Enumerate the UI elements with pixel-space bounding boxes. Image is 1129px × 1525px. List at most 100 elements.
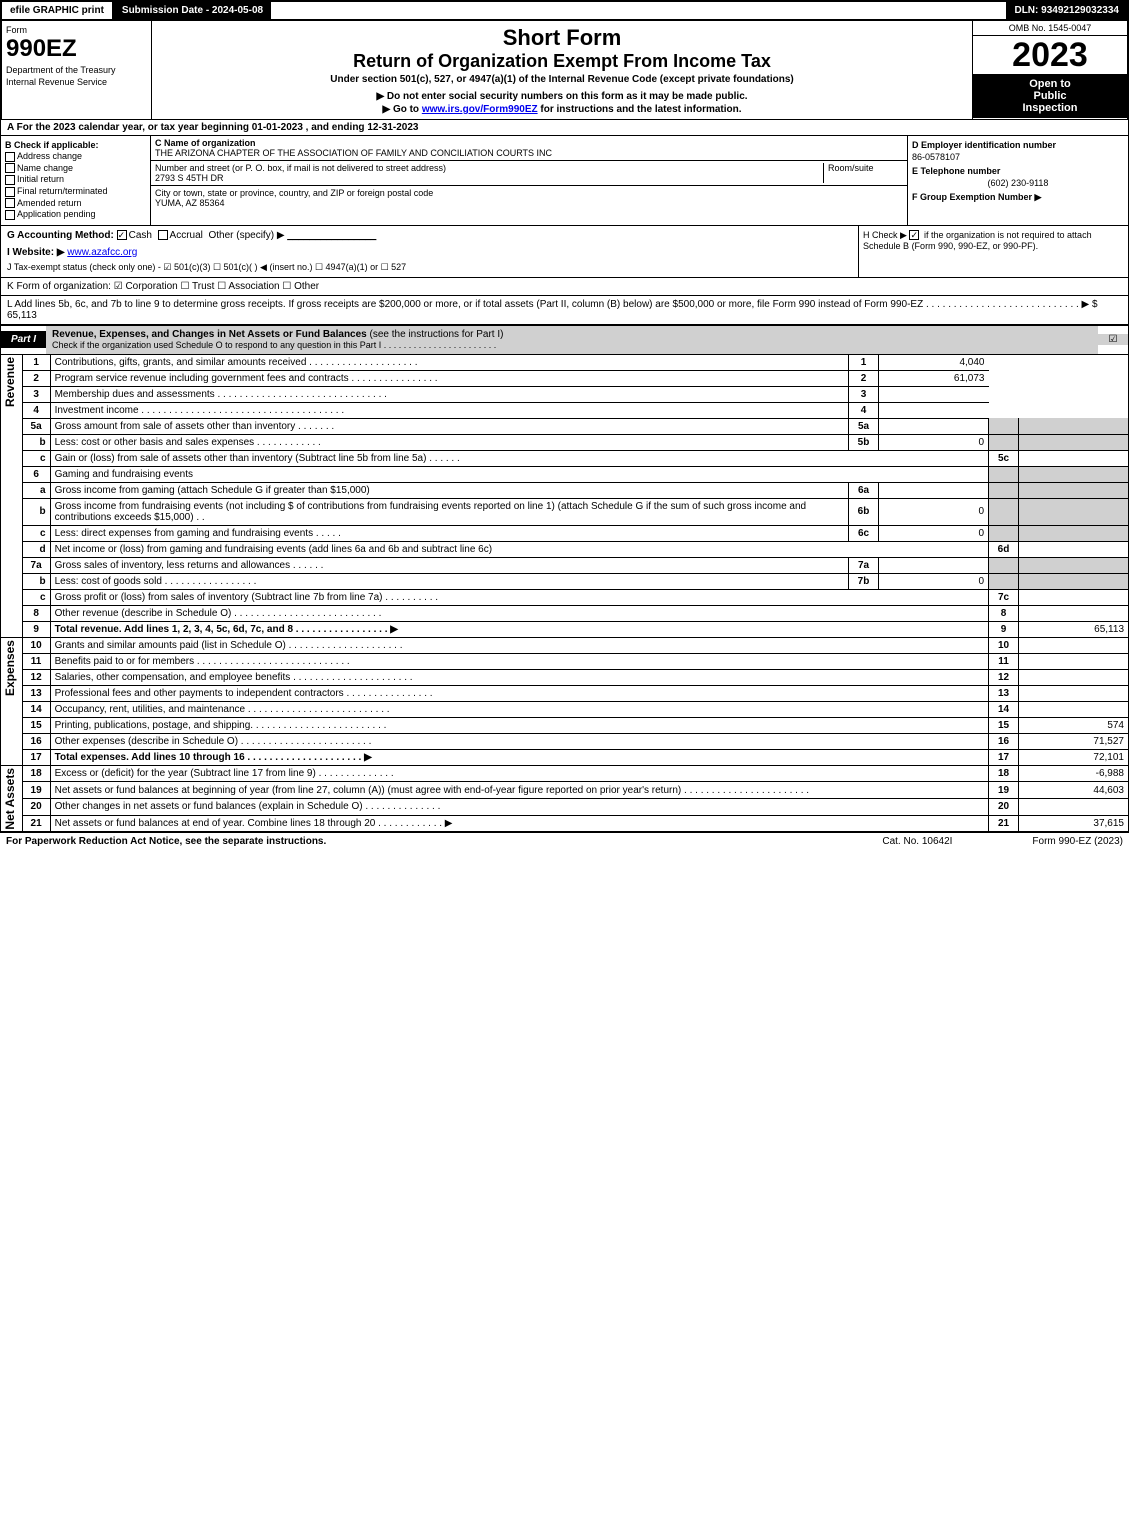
line-20: 20Other changes in net assets or fund ba… [22, 799, 1128, 816]
dept-treasury: Department of the Treasury [6, 65, 147, 75]
section-j: J Tax-exempt status (check only one) - ☑… [7, 262, 852, 273]
header-left: Form 990EZ Department of the Treasury In… [2, 21, 152, 119]
goto-post: for instructions and the latest informat… [538, 104, 742, 115]
line-6c: cLess: direct expenses from gaming and f… [22, 525, 1128, 541]
section-g: G Accounting Method: Cash Accrual Other … [1, 226, 858, 277]
line-21: 21Net assets or fund balances at end of … [22, 815, 1128, 832]
g-cash: Cash [129, 230, 152, 241]
line-8: 8Other revenue (describe in Schedule O) … [22, 605, 1128, 621]
cb-initial-return[interactable]: Initial return [5, 174, 146, 185]
top-bar: efile GRAPHIC print Submission Date - 20… [0, 0, 1129, 21]
sections-g-h: G Accounting Method: Cash Accrual Other … [0, 226, 1129, 278]
inspect-3: Inspection [975, 102, 1125, 114]
phone-value: (602) 230-9118 [912, 178, 1124, 188]
sections-b-c-d-e-f: B Check if applicable: Address change Na… [0, 136, 1129, 226]
cb-schedule-b[interactable] [909, 230, 919, 240]
g-other-line[interactable]: ________________ [287, 230, 376, 241]
section-k: K Form of organization: ☑ Corporation ☐ … [0, 278, 1129, 296]
header-mid: Short Form Return of Organization Exempt… [152, 21, 972, 119]
cb-name-change[interactable]: Name change [5, 163, 146, 174]
i-label: I Website: ▶ [7, 247, 65, 258]
page-footer: For Paperwork Reduction Act Notice, see … [0, 832, 1129, 850]
line-3: 3Membership dues and assessments . . . .… [22, 386, 1128, 402]
c-name-label: C Name of organization [155, 138, 903, 148]
line-7b: bLess: cost of goods sold . . . . . . . … [22, 573, 1128, 589]
c-addr-label: Number and street (or P. O. box, if mail… [155, 163, 823, 173]
net-assets-table: 18Excess or (deficit) for the year (Subt… [22, 766, 1129, 833]
dept-irs: Internal Revenue Service [6, 77, 147, 87]
form-ref: Form 990-EZ (2023) [1032, 836, 1123, 847]
row-a-period: A For the 2023 calendar year, or tax yea… [0, 120, 1129, 136]
line-4: 4Investment income . . . . . . . . . . .… [22, 402, 1128, 418]
line-19: 19Net assets or fund balances at beginni… [22, 782, 1128, 799]
section-c: C Name of organization THE ARIZONA CHAPT… [151, 136, 908, 225]
cb-cash[interactable] [117, 230, 127, 240]
line-16: 16Other expenses (describe in Schedule O… [22, 733, 1128, 749]
cb-final-return[interactable]: Final return/terminated [5, 186, 146, 197]
e-label: E Telephone number [912, 166, 1124, 176]
line-13: 13Professional fees and other payments t… [22, 685, 1128, 701]
title-short-form: Short Form [156, 25, 968, 51]
subtitle: Under section 501(c), 527, or 4947(a)(1)… [156, 74, 968, 85]
line-10: 10Grants and similar amounts paid (list … [22, 638, 1128, 654]
revenue-label: Revenue [0, 355, 22, 638]
line-6a: aGross income from gaming (attach Schedu… [22, 482, 1128, 498]
tax-year: 2023 [973, 36, 1127, 74]
expenses-table: 10Grants and similar amounts paid (list … [22, 638, 1129, 766]
cb-application-pending[interactable]: Application pending [5, 209, 146, 220]
line-12: 12Salaries, other compensation, and empl… [22, 669, 1128, 685]
line-9: 9Total revenue. Add lines 1, 2, 3, 4, 5c… [22, 621, 1128, 637]
line-14: 14Occupancy, rent, utilities, and mainte… [22, 701, 1128, 717]
c-name-block: C Name of organization THE ARIZONA CHAPT… [151, 136, 907, 161]
dln-label: DLN: 93492129032334 [1006, 2, 1127, 19]
inspect-2: Public [975, 90, 1125, 102]
section-b: B Check if applicable: Address change Na… [1, 136, 151, 225]
line-5b: bLess: cost or other basis and sales exp… [22, 434, 1128, 450]
omb-number: OMB No. 1545-0047 [973, 21, 1127, 36]
g-label: G Accounting Method: [7, 230, 114, 241]
goto-pre: ▶ Go to [382, 104, 421, 115]
title-return: Return of Organization Exempt From Incom… [156, 51, 968, 72]
section-h: H Check ▶ if the organization is not req… [858, 226, 1128, 277]
line-1: 1Contributions, gifts, grants, and simil… [22, 355, 1128, 371]
paperwork-notice: For Paperwork Reduction Act Notice, see … [6, 836, 882, 847]
revenue-table: 1Contributions, gifts, grants, and simil… [22, 355, 1129, 638]
expenses-label: Expenses [0, 638, 22, 766]
org-name: THE ARIZONA CHAPTER OF THE ASSOCIATION O… [155, 148, 903, 158]
b-label: B Check if applicable: [5, 140, 146, 150]
line-5a: 5aGross amount from sale of assets other… [22, 418, 1128, 434]
form-number: 990EZ [6, 35, 147, 63]
c-city-label: City or town, state or province, country… [155, 188, 903, 198]
org-address: 2793 S 45TH DR [155, 173, 823, 183]
l-text: L Add lines 5b, 6c, and 7b to line 9 to … [7, 299, 1098, 310]
cb-accrual[interactable] [158, 230, 168, 240]
f-label: F Group Exemption Number ▶ [912, 192, 1124, 203]
goto-link[interactable]: www.irs.gov/Form990EZ [422, 104, 538, 115]
open-to-public: Open to Public Inspection [973, 74, 1127, 118]
website-link[interactable]: www.azafcc.org [67, 247, 137, 258]
h-text3: (Form 990, 990-EZ, or 990-PF). [912, 241, 1039, 251]
d-label: D Employer identification number [912, 140, 1124, 150]
line-7c: cGross profit or (loss) from sales of in… [22, 589, 1128, 605]
org-city: YUMA, AZ 85364 [155, 198, 903, 208]
form-word: Form [6, 25, 147, 35]
part-i-sub: Check if the organization used Schedule … [52, 340, 496, 350]
line-17: 17Total expenses. Add lines 10 through 1… [22, 749, 1128, 765]
cb-amended-return[interactable]: Amended return [5, 198, 146, 209]
c-city-block: City or town, state or province, country… [151, 186, 907, 210]
form-header: Form 990EZ Department of the Treasury In… [0, 21, 1129, 120]
line-11: 11Benefits paid to or for members . . . … [22, 653, 1128, 669]
line-18: 18Excess or (deficit) for the year (Subt… [22, 766, 1128, 782]
cb-address-change[interactable]: Address change [5, 151, 146, 162]
line-5c: cGain or (loss) from sale of assets othe… [22, 450, 1128, 466]
goto-line: ▶ Go to www.irs.gov/Form990EZ for instru… [156, 104, 968, 115]
section-l: L Add lines 5b, 6c, and 7b to line 9 to … [0, 296, 1129, 325]
line-6: 6Gaming and fundraising events [22, 466, 1128, 482]
line-15: 15Printing, publications, postage, and s… [22, 717, 1128, 733]
submission-date: Submission Date - 2024-05-08 [114, 2, 271, 19]
line-6b: bGross income from fundraising events (n… [22, 498, 1128, 525]
room-suite-label: Room/suite [823, 163, 903, 183]
ein-value: 86-0578107 [912, 152, 1124, 162]
part-i-checkbox[interactable]: ☑ [1098, 334, 1128, 345]
efile-label[interactable]: efile GRAPHIC print [2, 2, 114, 19]
